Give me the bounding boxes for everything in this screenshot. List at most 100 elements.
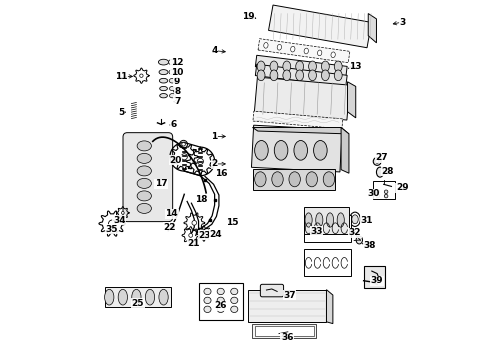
Ellipse shape	[146, 289, 155, 305]
Bar	[269, 5, 371, 48]
Bar	[373, 181, 395, 199]
Text: 29: 29	[396, 183, 409, 192]
Ellipse shape	[376, 190, 380, 194]
Ellipse shape	[192, 221, 196, 225]
Ellipse shape	[169, 78, 176, 83]
Ellipse shape	[323, 172, 335, 187]
Text: 14: 14	[166, 210, 178, 219]
Ellipse shape	[137, 141, 151, 151]
Text: 1: 1	[212, 132, 218, 141]
Text: 25: 25	[132, 299, 144, 308]
Polygon shape	[347, 82, 356, 118]
Ellipse shape	[296, 61, 304, 72]
Ellipse shape	[291, 46, 295, 52]
Text: 23: 23	[199, 231, 211, 240]
Ellipse shape	[304, 48, 308, 54]
Ellipse shape	[309, 70, 317, 81]
Bar	[105, 287, 171, 307]
Bar	[254, 77, 350, 120]
Polygon shape	[326, 290, 333, 324]
Polygon shape	[341, 127, 349, 173]
Bar	[253, 111, 343, 129]
Ellipse shape	[318, 50, 322, 56]
Ellipse shape	[272, 172, 283, 187]
Ellipse shape	[202, 232, 206, 235]
Text: 24: 24	[209, 230, 222, 239]
Ellipse shape	[137, 203, 151, 213]
Text: 6: 6	[171, 121, 177, 130]
Bar	[248, 290, 326, 322]
Text: 35: 35	[106, 225, 119, 234]
Text: 16: 16	[216, 169, 228, 178]
Bar	[255, 326, 314, 336]
Ellipse shape	[277, 44, 282, 50]
Text: 39: 39	[371, 276, 384, 285]
Ellipse shape	[137, 179, 151, 188]
Text: 11: 11	[116, 72, 128, 81]
Ellipse shape	[334, 61, 342, 72]
Ellipse shape	[283, 61, 291, 72]
Text: 32: 32	[349, 228, 361, 237]
Ellipse shape	[294, 140, 308, 160]
Text: 30: 30	[368, 189, 380, 198]
Ellipse shape	[376, 167, 384, 177]
Bar	[255, 55, 347, 78]
Text: 9: 9	[174, 77, 180, 86]
Text: 19: 19	[242, 12, 255, 21]
Ellipse shape	[122, 211, 124, 214]
FancyBboxPatch shape	[123, 133, 172, 222]
Ellipse shape	[170, 94, 175, 98]
Text: 2: 2	[212, 159, 218, 168]
Bar	[251, 125, 342, 172]
Ellipse shape	[255, 172, 266, 187]
Ellipse shape	[264, 42, 268, 48]
Ellipse shape	[375, 159, 379, 163]
Ellipse shape	[217, 288, 224, 295]
Ellipse shape	[170, 86, 175, 91]
Ellipse shape	[204, 288, 211, 295]
Ellipse shape	[356, 236, 363, 244]
Ellipse shape	[197, 158, 203, 165]
Ellipse shape	[289, 172, 300, 187]
Ellipse shape	[231, 306, 238, 312]
Ellipse shape	[316, 213, 323, 227]
Ellipse shape	[231, 297, 238, 303]
Bar	[255, 64, 347, 87]
Ellipse shape	[373, 157, 381, 165]
Ellipse shape	[334, 70, 342, 81]
Ellipse shape	[109, 221, 115, 226]
Ellipse shape	[181, 154, 187, 160]
Ellipse shape	[376, 194, 380, 198]
Ellipse shape	[283, 70, 291, 81]
Ellipse shape	[160, 86, 168, 91]
Ellipse shape	[384, 194, 388, 198]
Text: 34: 34	[113, 216, 125, 225]
Ellipse shape	[309, 61, 317, 72]
Ellipse shape	[204, 297, 211, 303]
Text: 36: 36	[281, 333, 294, 342]
Text: 15: 15	[226, 219, 239, 228]
Ellipse shape	[350, 212, 360, 226]
Ellipse shape	[217, 297, 224, 303]
Text: 33: 33	[310, 227, 323, 236]
Bar	[304, 215, 351, 242]
Text: 37: 37	[283, 291, 296, 300]
Text: 31: 31	[360, 216, 373, 225]
Text: 8: 8	[174, 87, 180, 96]
Bar	[258, 39, 350, 63]
Ellipse shape	[352, 215, 358, 224]
Ellipse shape	[321, 61, 329, 72]
Ellipse shape	[296, 70, 304, 81]
Polygon shape	[252, 127, 349, 134]
Text: 18: 18	[195, 195, 208, 204]
Bar	[364, 266, 385, 288]
Ellipse shape	[231, 288, 238, 295]
Ellipse shape	[137, 191, 151, 201]
Ellipse shape	[159, 69, 168, 75]
Bar	[304, 249, 351, 276]
Text: 26: 26	[215, 301, 227, 310]
Text: 12: 12	[171, 58, 183, 67]
Ellipse shape	[331, 52, 335, 58]
Bar	[198, 283, 243, 320]
Ellipse shape	[270, 70, 278, 81]
